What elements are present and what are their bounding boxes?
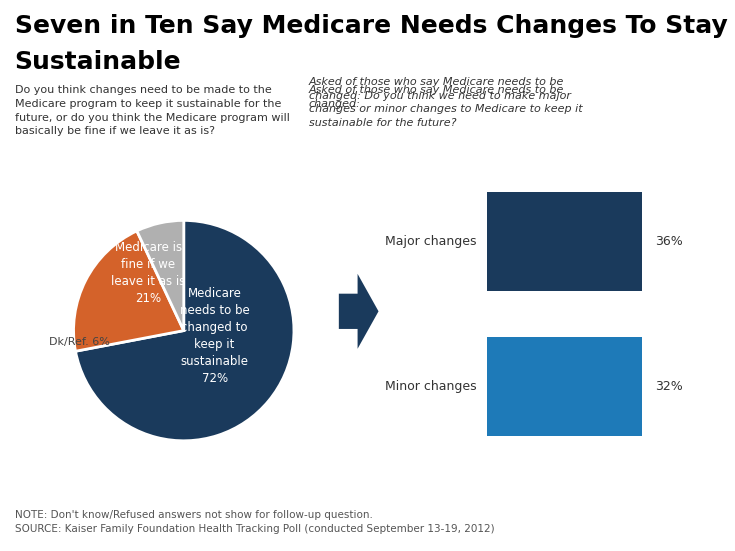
Text: 36%: 36%	[655, 235, 683, 248]
Text: Asked of those who say Medicare needs to be
changed: Do you think we need to mak: Asked of those who say Medicare needs to…	[309, 77, 582, 128]
FancyArrow shape	[339, 274, 379, 349]
Text: Minor changes: Minor changes	[385, 380, 477, 393]
Wedge shape	[137, 220, 184, 331]
Text: Asked of those who say Medicare needs to be
changed:: Asked of those who say Medicare needs to…	[309, 85, 564, 109]
Text: KAISER: KAISER	[653, 509, 695, 519]
Wedge shape	[74, 231, 184, 351]
Text: FOUNDATION: FOUNDATION	[655, 533, 694, 538]
Text: Dk/Ref. 6%: Dk/Ref. 6%	[49, 337, 110, 347]
Text: Major changes: Major changes	[385, 235, 477, 248]
Text: Medicare
needs to be
changed to
keep it
sustainable
72%: Medicare needs to be changed to keep it …	[180, 287, 249, 385]
Text: NOTE: Don't know/Refused answers not show for follow-up question.
SOURCE: Kaiser: NOTE: Don't know/Refused answers not sho…	[15, 510, 495, 534]
Text: Seven in Ten Say Medicare Needs Changes To Stay: Seven in Ten Say Medicare Needs Changes …	[15, 14, 728, 38]
Text: Sustainable: Sustainable	[15, 50, 182, 74]
Text: 32%: 32%	[655, 380, 683, 393]
Text: Do you think changes need to be made to the
Medicare program to keep it sustaina: Do you think changes need to be made to …	[15, 85, 290, 136]
Wedge shape	[76, 220, 294, 441]
Text: FAMILY: FAMILY	[654, 521, 695, 531]
Text: THE HENRY J.: THE HENRY J.	[655, 498, 694, 503]
Bar	[487, 337, 642, 436]
Text: Medicare is
fine if we
leave it as is
21%: Medicare is fine if we leave it as is 21…	[111, 241, 186, 305]
Bar	[487, 192, 642, 291]
Text: Asked of those who say Medicare needs to be
changed: Do you think we need to mak: Asked of those who say Medicare needs to…	[309, 85, 582, 136]
